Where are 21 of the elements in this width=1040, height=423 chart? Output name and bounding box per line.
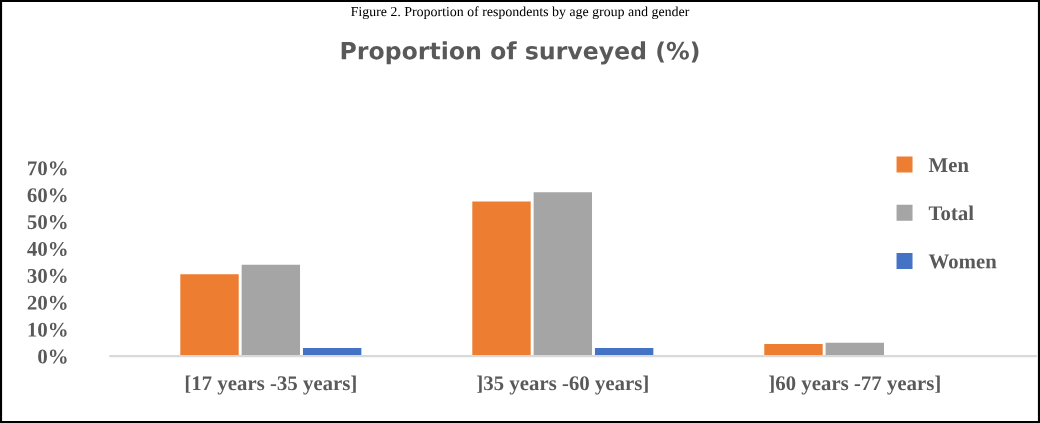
y-tick-label: 0% <box>38 349 67 364</box>
bar <box>533 192 593 357</box>
legend-label: Men <box>928 158 969 173</box>
legend-label: Women <box>928 254 997 269</box>
chart-title: Proportion of surveyed (%) <box>341 41 699 65</box>
bar <box>180 274 239 357</box>
caption: Figure 2. Proportion of respondents by age group and gender <box>351 6 690 20</box>
bar <box>764 344 823 357</box>
bar <box>472 201 531 357</box>
legend-label: Total <box>928 205 974 221</box>
y-tick-label: 30% <box>27 268 67 283</box>
y-tick-label: 10% <box>28 322 67 337</box>
y-tick-label: 20% <box>27 295 67 310</box>
x-tick-label: [17 years -35 years] <box>185 375 356 395</box>
y-tick-label: 70% <box>28 161 67 176</box>
y-tick-label: 60% <box>27 188 67 203</box>
x-tick-label: ]60 years -77 years] <box>769 375 940 395</box>
y-tick-label: 50% <box>27 215 67 230</box>
x-tick-label: ]35 years -60 years] <box>477 375 648 395</box>
y-tick-label: 40% <box>27 241 67 257</box>
bar <box>241 264 301 357</box>
